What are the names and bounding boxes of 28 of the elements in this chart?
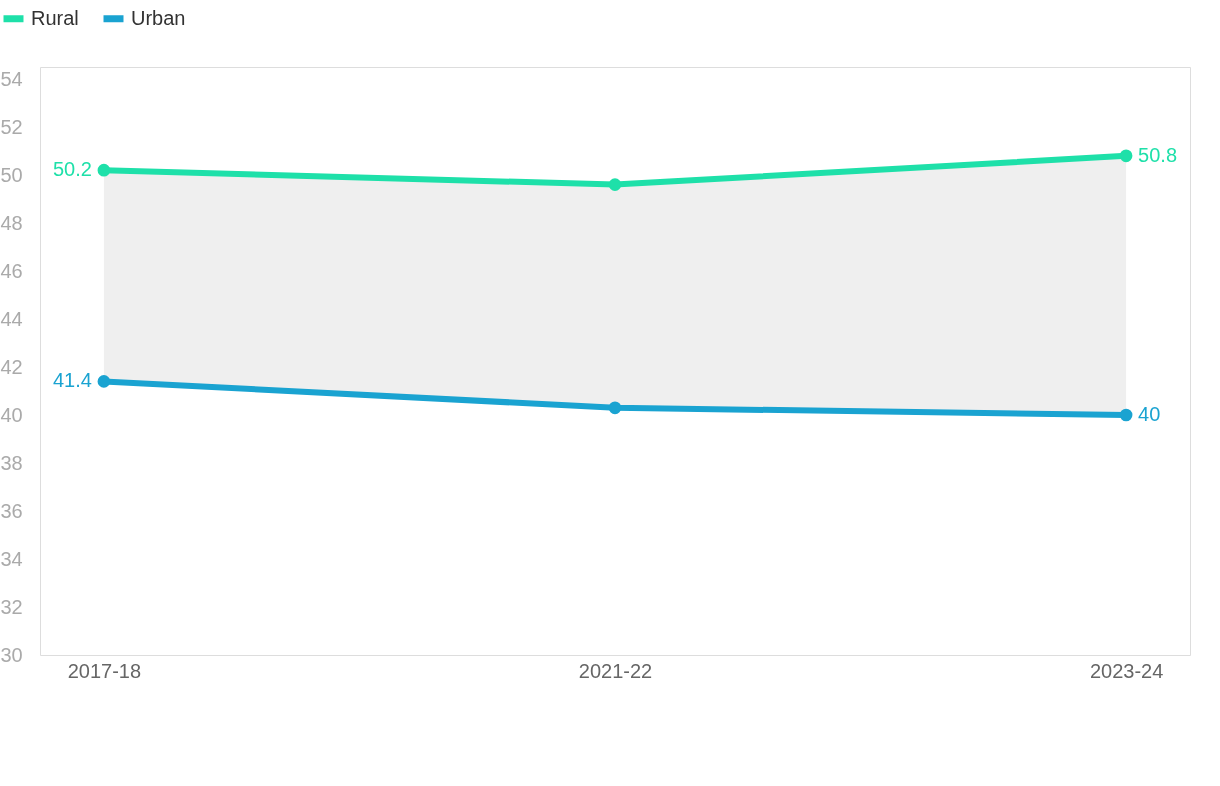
point <box>608 401 622 415</box>
y-tick-label: 48 <box>0 211 23 234</box>
y-tick-label: 42 <box>0 355 23 378</box>
y-tick-label: 54 <box>0 67 23 90</box>
x-tick-label: 2021-22 <box>578 659 653 682</box>
y-tick-label: 36 <box>0 499 23 522</box>
legend-label: Rural <box>31 6 79 29</box>
point <box>1119 408 1133 422</box>
y-tick-label: 32 <box>0 595 23 618</box>
data-label: 40 <box>1138 403 1161 425</box>
point <box>1119 149 1133 163</box>
y-tick-label: 30 <box>0 643 23 666</box>
data-label: 50.2 <box>52 158 92 181</box>
y-tick-label: 44 <box>0 307 23 330</box>
y-tick-label: 50 <box>0 163 23 186</box>
x-tick-label: 2023-24 <box>1089 659 1164 682</box>
data-label: 50.8 <box>1138 143 1178 166</box>
y-tick-label: 34 <box>0 547 23 570</box>
y-tick-label: 52 <box>0 115 23 138</box>
legend-label: Urban <box>131 6 186 29</box>
x-tick-label: 2017-18 <box>67 659 142 682</box>
y-tick-label: 38 <box>0 451 23 474</box>
y-tick-label: 40 <box>0 403 23 426</box>
point <box>97 375 111 388</box>
point <box>608 178 622 191</box>
data-label: 41.4 <box>52 369 92 392</box>
y-tick-label: 46 <box>0 259 23 282</box>
point <box>97 163 111 177</box>
